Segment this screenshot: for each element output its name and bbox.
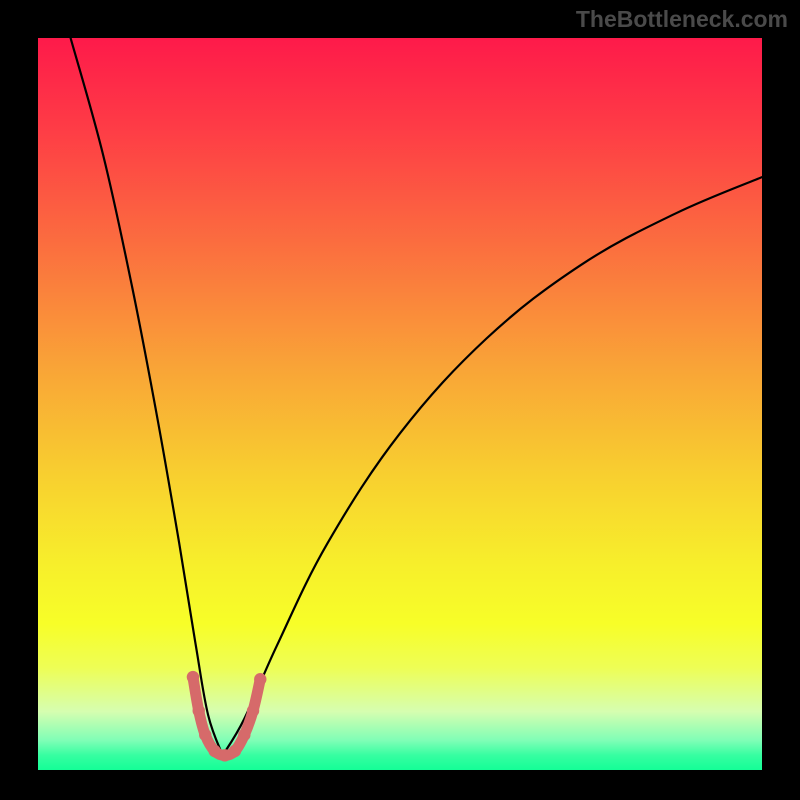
curve-svg	[38, 38, 762, 770]
curve-left-path	[71, 38, 223, 755]
marker-dot	[254, 673, 266, 685]
marker-dot	[247, 705, 259, 717]
marker-dot	[238, 729, 250, 741]
marker-dot	[199, 729, 211, 741]
curve-right-path	[223, 177, 762, 755]
marker-dot	[187, 671, 199, 683]
marker-dot	[193, 705, 205, 717]
marker-dot	[229, 745, 241, 757]
watermark-text: TheBottleneck.com	[576, 6, 788, 33]
plot-area	[38, 38, 762, 770]
